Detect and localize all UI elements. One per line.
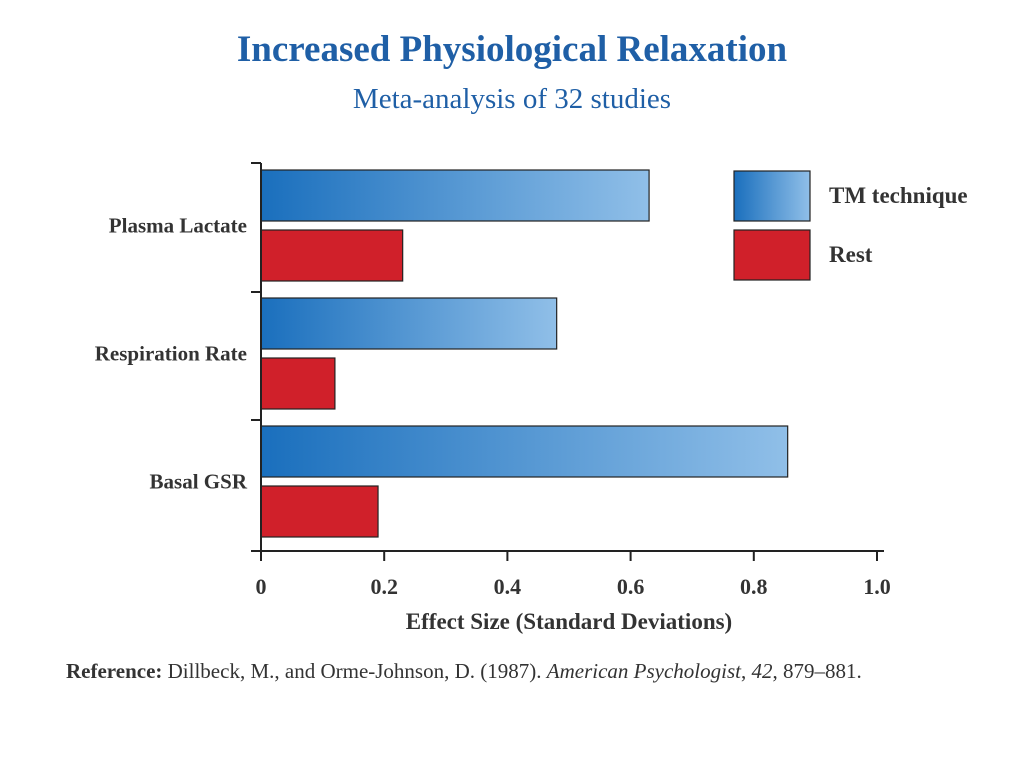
bar-rest-plasma-lactate [260,229,404,282]
x-tick-label: 0.2 [370,574,398,599]
category-label: Respiration Rate [95,342,247,366]
x-tick-label: 0.4 [494,574,522,599]
x-tick-label: 1.0 [863,574,891,599]
reference-sep: , [740,659,752,683]
legend-label: TM technique [829,183,968,208]
reference-authors: Dillbeck, M., and Orme-Johnson, D. (1987… [162,659,547,683]
chart-title: Increased Physiological Relaxation [236,29,788,70]
category-label: Basal GSR [150,470,248,494]
chart-subtitle: Meta-analysis of 32 studies [352,83,672,115]
bar-tm-respiration-rate [260,297,558,350]
x-tick-label: 0.8 [740,574,768,599]
reference-note: Reference: Dillbeck, M., and Orme-Johnso… [66,659,862,684]
reference-journal: American Psychologist [546,659,741,683]
bar-rest-basal-gsr [260,485,379,538]
bar-chart: Plasma Lactate Respiration Rate Basal GSR 0… [95,162,968,634]
reference-pages: , 879–881. [772,659,862,683]
x-tick-label: 0.6 [617,574,645,599]
x-tick-label: 0 [256,574,267,599]
legend-label: Rest [829,242,873,267]
reference-volume: 42 [751,659,773,683]
reference-label: Reference: [66,659,163,683]
legend-swatch-rest [733,229,811,281]
bar-tm-plasma-lactate [260,169,650,222]
bar-rest-respiration-rate [260,357,336,410]
legend-swatch-tm [733,170,811,222]
category-label: Plasma Lactate [109,214,247,238]
x-axis-title: Effect Size (Standard Deviations) [406,609,732,634]
bar-tm-basal-gsr [260,425,789,478]
